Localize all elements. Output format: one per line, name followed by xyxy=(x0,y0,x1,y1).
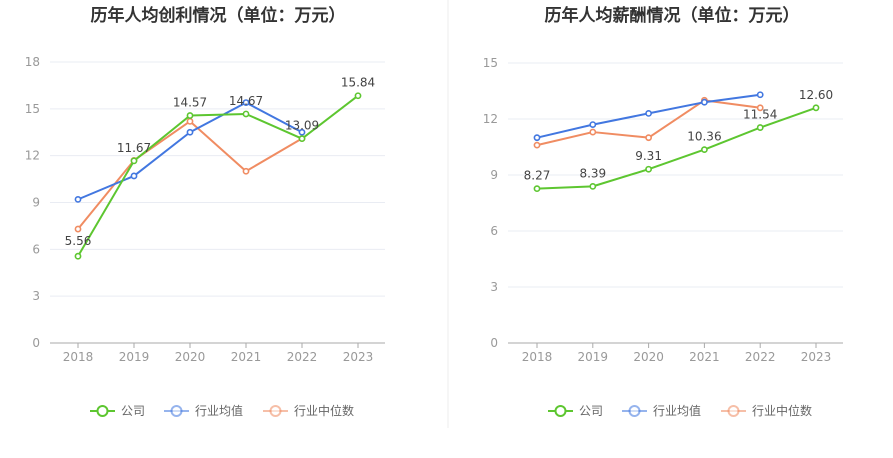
profit-y-tick-label: 3 xyxy=(32,289,40,303)
salary-data-label: 8.27 xyxy=(524,169,551,183)
profit-y-tick-label: 18 xyxy=(25,55,40,69)
salary-x-tick-label: 2020 xyxy=(633,350,664,364)
profit-y-tick-label: 9 xyxy=(32,196,40,210)
profit-y-tick-label: 15 xyxy=(25,102,40,116)
profit-data-label: 11.67 xyxy=(117,141,151,155)
profit-legend-marker-icon xyxy=(269,405,282,417)
profit-legend-marker-icon xyxy=(96,405,109,417)
salary-x-tick-label: 2022 xyxy=(745,350,776,364)
salary-data-label: 12.60 xyxy=(799,88,833,102)
salary-y-tick-label: 12 xyxy=(483,112,498,126)
salary-point-company[interactable] xyxy=(812,104,820,112)
salary-legend-marker-icon xyxy=(628,405,641,417)
salary-y-tick-label: 9 xyxy=(490,168,498,182)
salary-legend-label: 行业中位数 xyxy=(752,403,812,418)
salary-y-tick-label: 6 xyxy=(490,224,498,238)
profit-series-line-company xyxy=(77,94,359,257)
salary-point-company[interactable] xyxy=(645,165,652,173)
profit-point-company[interactable] xyxy=(186,112,194,119)
salary-point-company[interactable] xyxy=(589,182,597,190)
profit-y-tick-label: 0 xyxy=(32,336,40,350)
salary-x-tick-label: 2018 xyxy=(522,350,553,364)
salary-point-company[interactable] xyxy=(533,185,541,193)
salary-legend-item-industry-mean[interactable]: 行业均值 xyxy=(622,403,701,418)
profit-chart-title: 历年人均创利情况（单位：万元） xyxy=(91,5,346,26)
salary-y-tick-label: 0 xyxy=(490,336,498,350)
profit-y-tick-label: 12 xyxy=(25,149,40,163)
salary-x-tick-label: 2023 xyxy=(801,350,832,364)
profit-x-tick-label: 2019 xyxy=(119,350,150,364)
profit-point-industry-mean[interactable] xyxy=(242,99,250,106)
salary-chart: 历年人均薪酬情况（单位：万元） 0 3 6 9 12 15 2018 2019 2020 2021… xyxy=(483,5,843,418)
profit-point-company[interactable] xyxy=(74,252,82,260)
profit-legend-label: 公司 xyxy=(121,404,145,418)
profit-legend-label: 行业均值 xyxy=(195,403,243,418)
profit-point-industry-mean[interactable] xyxy=(186,128,194,136)
profit-y-tick-label: 6 xyxy=(32,242,40,256)
profit-legend-marker-icon xyxy=(170,405,183,417)
profit-point-industry-mean[interactable] xyxy=(130,172,138,180)
salary-point-industry-mean[interactable] xyxy=(645,110,652,117)
salary-point-company[interactable] xyxy=(756,124,764,131)
profit-data-label: 5.56 xyxy=(65,234,92,248)
salary-legend-marker-icon xyxy=(554,405,567,417)
profit-x-tick-label: 2018 xyxy=(63,350,94,364)
salary-x-tick-label: 2019 xyxy=(578,350,609,364)
salary-point-industry-mean[interactable] xyxy=(533,134,541,142)
salary-point-industry-mean[interactable] xyxy=(756,91,764,99)
profit-data-label: 15.84 xyxy=(341,76,375,90)
profit-x-tick-label: 2022 xyxy=(287,350,318,364)
profit-point-industry-mean[interactable] xyxy=(74,195,82,203)
profit-point-company[interactable] xyxy=(130,157,138,165)
salary-chart-title: 历年人均薪酬情况（单位：万元） xyxy=(545,5,800,26)
salary-point-industry-median[interactable] xyxy=(756,104,764,112)
profit-legend-label: 行业中位数 xyxy=(294,403,354,418)
profit-data-label: 14.57 xyxy=(173,96,207,110)
salary-point-company[interactable] xyxy=(701,146,708,154)
profit-data-label: 13.09 xyxy=(285,119,319,133)
profit-point-company[interactable] xyxy=(354,92,362,100)
salary-x-tick-label: 2021 xyxy=(689,350,720,364)
salary-series-line-company xyxy=(536,106,817,190)
salary-point-industry-median[interactable] xyxy=(589,128,597,136)
salary-legend-item-company[interactable]: 公司 xyxy=(548,404,603,418)
profit-point-company[interactable] xyxy=(242,110,250,118)
salary-y-tick-label: 15 xyxy=(483,56,498,70)
salary-point-industry-mean[interactable] xyxy=(701,98,708,106)
profit-point-company[interactable] xyxy=(298,135,306,143)
profit-series-line-industry-median xyxy=(77,120,303,230)
salary-legend-item-industry-median[interactable]: 行业中位数 xyxy=(721,403,812,418)
profit-point-industry-mean[interactable] xyxy=(298,128,306,136)
profit-point-industry-median[interactable] xyxy=(186,117,194,125)
salary-data-label: 8.39 xyxy=(579,166,606,180)
salary-legend-marker-icon xyxy=(727,405,740,417)
salary-legend-label: 公司 xyxy=(579,404,603,418)
profit-chart: 历年人均创利情况（单位：万元） 0 3 6 9 12 15 18 2018 2019 2020 20… xyxy=(25,5,385,418)
salary-y-tick-label: 3 xyxy=(490,280,498,294)
salary-data-label: 9.31 xyxy=(635,149,662,163)
salary-legend-label: 行业均值 xyxy=(653,403,701,418)
profit-legend-item-company[interactable]: 公司 xyxy=(90,404,145,418)
profit-x-tick-label: 2023 xyxy=(343,350,374,364)
profit-data-label: 14.67 xyxy=(229,94,263,108)
salary-point-industry-median[interactable] xyxy=(645,134,652,142)
profit-legend-item-industry-mean[interactable]: 行业均值 xyxy=(164,403,243,418)
salary-point-industry-mean[interactable] xyxy=(589,121,597,128)
salary-data-label: 10.36 xyxy=(687,130,721,144)
salary-point-industry-median[interactable] xyxy=(533,141,541,149)
profit-point-industry-median[interactable] xyxy=(74,225,82,233)
profit-x-tick-label: 2020 xyxy=(175,350,206,364)
profit-legend-item-industry-median[interactable]: 行业中位数 xyxy=(263,403,354,418)
profit-x-tick-label: 2021 xyxy=(231,350,262,364)
profit-point-industry-median[interactable] xyxy=(242,167,250,175)
salary-data-label: 11.54 xyxy=(743,108,777,122)
